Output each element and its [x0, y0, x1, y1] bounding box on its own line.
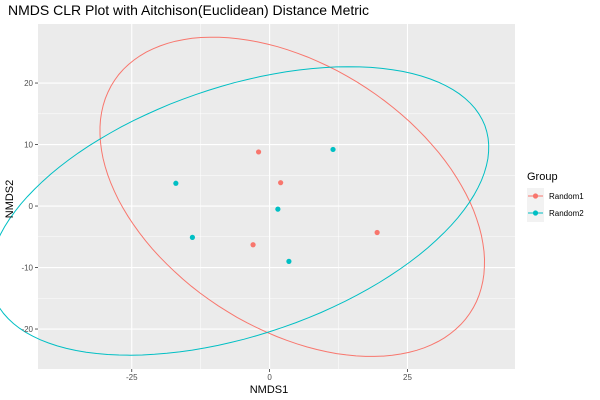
data-point-random1	[278, 180, 284, 186]
data-point-random2	[275, 206, 281, 212]
chart-title: NMDS CLR Plot with Aitchison(Euclidean) …	[8, 2, 369, 18]
y-tick-label: -10	[21, 264, 33, 273]
x-axis-label: NMDS1	[250, 384, 289, 396]
confidence-ellipse-random2	[0, 66, 490, 356]
data-point-random2	[189, 234, 196, 240]
data-point-random1	[250, 242, 256, 248]
plot-panel	[38, 24, 515, 369]
confidence-ellipse-random1	[99, 36, 486, 357]
ellipses	[0, 36, 490, 357]
y-axis-label: NMDS2	[4, 180, 16, 219]
data-point-random2	[330, 146, 336, 153]
legend-key-point	[532, 210, 539, 216]
data-point-random2	[286, 258, 292, 264]
y-tick-label: 20	[24, 79, 33, 88]
data-points	[173, 146, 380, 264]
legend-title: Group	[527, 171, 558, 183]
grid-lines	[38, 24, 515, 369]
data-point-random1	[374, 229, 380, 236]
x-tick-label: -25	[126, 373, 138, 382]
y-tick-label: -20	[21, 325, 33, 334]
y-tick-label: 10	[24, 141, 33, 150]
axis-ticks: -25 0 25 -20 -10 0 10 20	[21, 79, 412, 382]
legend-label-random2: Random2	[549, 209, 584, 218]
data-point-random2	[173, 180, 179, 186]
x-tick-label: 25	[403, 373, 412, 382]
x-tick-label: 0	[267, 373, 272, 382]
legend-label-random1: Random1	[549, 192, 584, 201]
data-point-random1	[255, 149, 262, 155]
legend: Group Random1 Random2	[527, 171, 584, 222]
legend-key-point	[532, 193, 539, 199]
y-tick-label: 0	[29, 202, 34, 211]
